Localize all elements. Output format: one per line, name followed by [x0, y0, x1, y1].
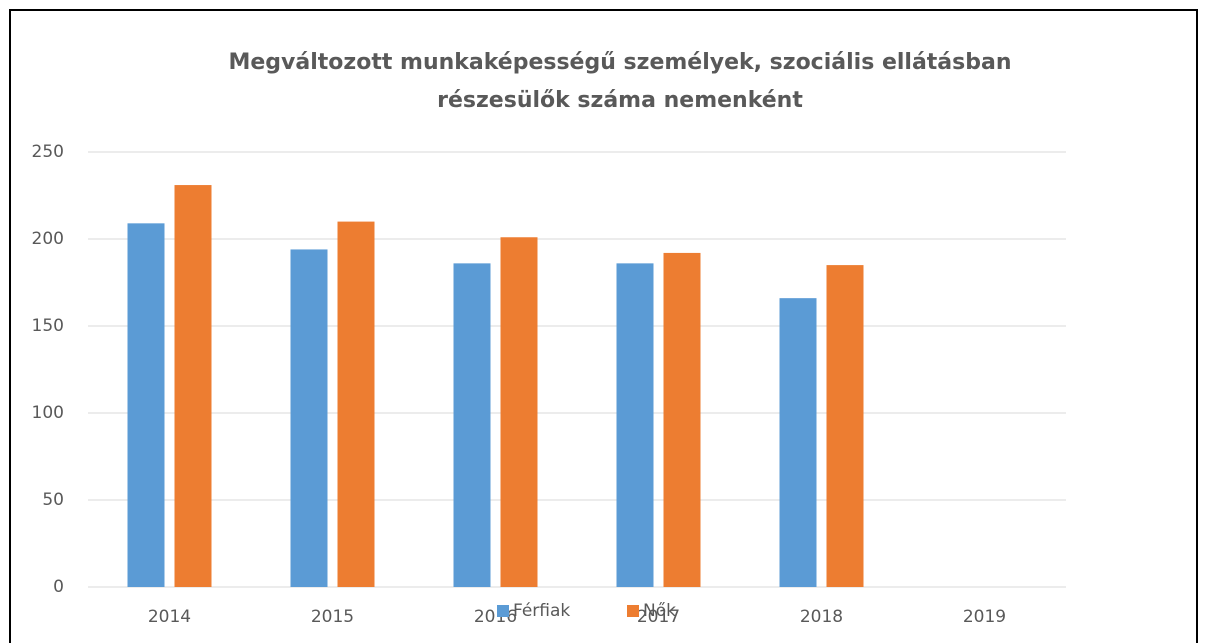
x-tick-label: 2014 — [148, 607, 191, 627]
legend-label: Férfiak — [513, 601, 570, 621]
y-tick-label: 200 — [32, 229, 64, 249]
bar — [616, 263, 654, 587]
legend-label: Nők — [643, 601, 676, 621]
bar — [826, 265, 864, 587]
x-tick-label: 2018 — [800, 607, 843, 627]
y-tick-label: 250 — [32, 142, 64, 162]
bar — [127, 223, 165, 587]
chart-title: Megváltozott munkaképességű személyek, s… — [228, 50, 1012, 113]
y-tick-label: 50 — [42, 490, 64, 510]
x-tick-label: 2015 — [311, 607, 354, 627]
bar — [779, 298, 817, 587]
y-tick-label: 0 — [53, 577, 64, 597]
bar — [174, 185, 212, 587]
chart-border — [9, 9, 1198, 643]
x-tick-label: 2019 — [963, 607, 1006, 627]
x-tick-label: 2016 — [474, 607, 517, 627]
bar — [500, 237, 538, 587]
y-tick-label: 100 — [32, 403, 64, 423]
y-tick-label: 150 — [32, 316, 64, 336]
legend-swatch — [497, 605, 509, 617]
bar — [337, 221, 375, 587]
bar — [663, 252, 701, 588]
x-tick-label: 2017 — [637, 607, 680, 627]
legend-swatch — [627, 605, 639, 617]
bar — [453, 263, 491, 587]
bar — [290, 249, 328, 587]
